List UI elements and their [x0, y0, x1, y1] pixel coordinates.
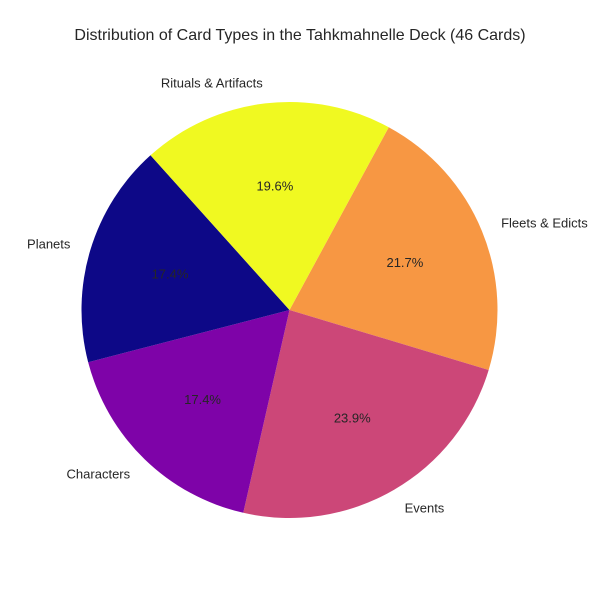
- pie-slice-fleets-and-edicts: [289, 127, 498, 370]
- pie-percent-label: 19.6%: [256, 179, 293, 194]
- pie-category-label: Events: [405, 500, 445, 515]
- pie-percent-label: 17.4%: [184, 392, 221, 407]
- pie-slice-rituals-and-artifacts: [150, 102, 389, 310]
- pie-slice-planets: [81, 155, 290, 363]
- pie-percent-label: 21.7%: [386, 255, 423, 270]
- pie-category-label: Rituals & Artifacts: [161, 75, 263, 90]
- pie-category-label: Characters: [67, 467, 131, 482]
- pie-slice-events: [243, 310, 489, 518]
- pie-category-label: Fleets & Edicts: [501, 215, 588, 230]
- pie-percent-label: 23.9%: [334, 410, 371, 425]
- pie-slice-characters: [88, 310, 290, 513]
- pie-category-label: Planets: [27, 237, 71, 252]
- pie-percent-label: 17.4%: [152, 267, 189, 282]
- chart-title: Distribution of Card Types in the Tahkma…: [74, 27, 526, 44]
